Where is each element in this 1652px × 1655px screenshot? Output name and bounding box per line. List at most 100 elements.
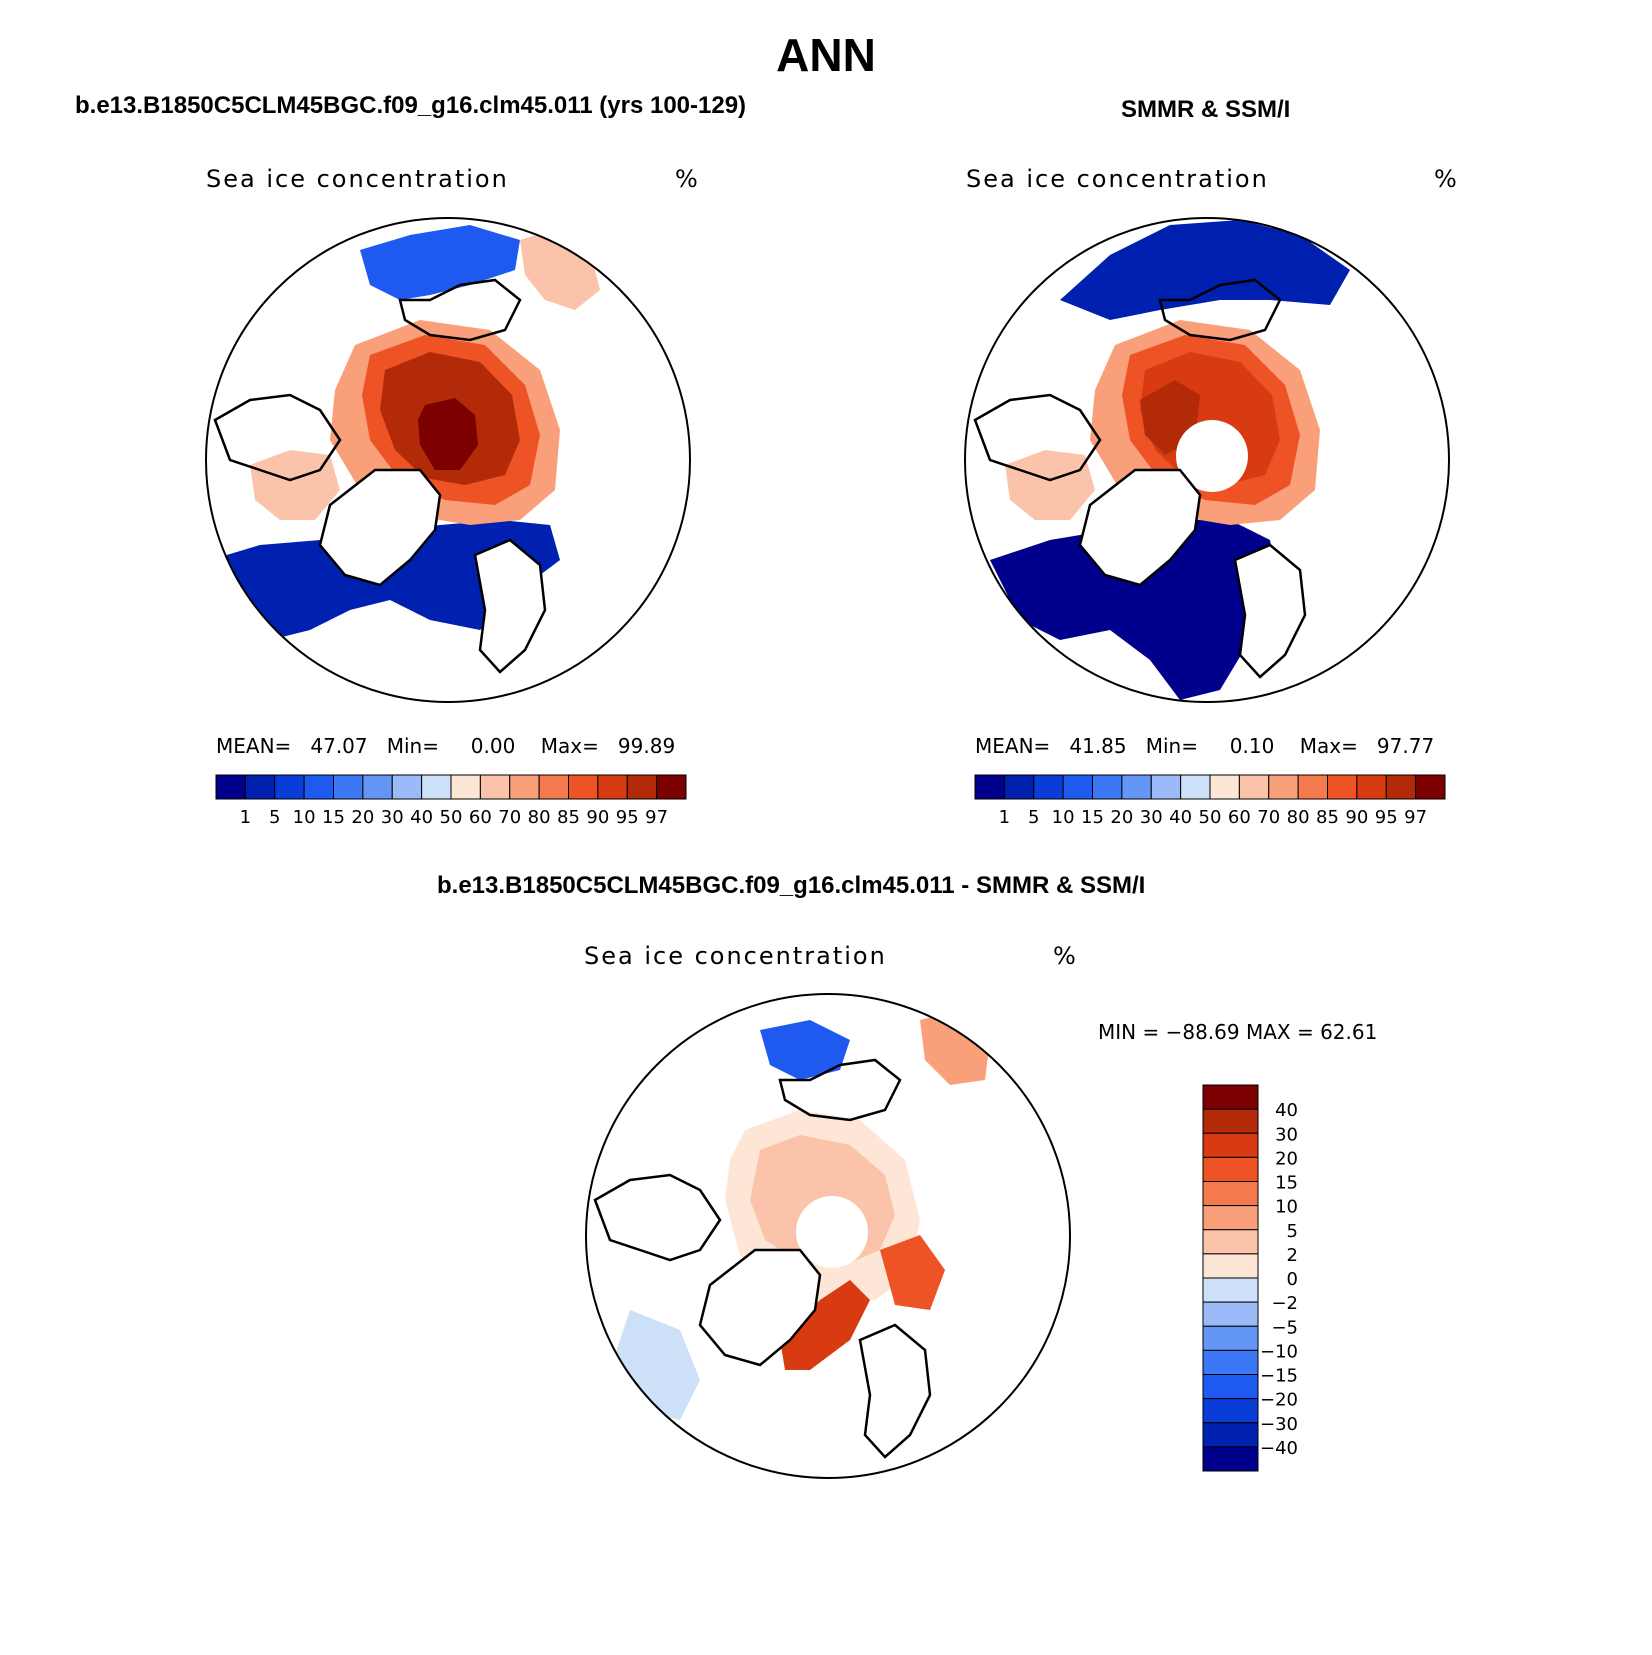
colorbar-label: 15	[1275, 1173, 1298, 1194]
colorbar-label: 40	[410, 807, 433, 828]
colorbar-label: 97	[645, 807, 668, 828]
panel1-colorbar: 1 5 10 15 20 30 40 50 60 70 80 85 90 95 97	[215, 774, 687, 828]
region-bering-okhotsk	[1060, 220, 1350, 320]
colorbar-label: 60	[469, 807, 492, 828]
panel3-minmax: MIN = −88.69 MAX = 62.61	[1098, 1020, 1378, 1044]
region-north-pole-core	[418, 398, 478, 470]
colorbar-swatch	[1202, 1108, 1259, 1134]
colorbar-swatch	[303, 774, 334, 800]
colorbar-swatch	[1062, 774, 1093, 800]
min-label: Min=	[1145, 734, 1198, 758]
colorbar-swatch	[421, 774, 452, 800]
colorbar-label: 85	[557, 807, 580, 828]
colorbar-swatch	[1238, 774, 1270, 800]
panel2-stats: MEAN= 41.85 Min= 0.10 Max= 97.77	[975, 734, 1434, 758]
max-label: Max=	[1299, 734, 1358, 758]
colorbar-swatch	[1268, 774, 1299, 800]
colorbar-label: 50	[1199, 807, 1222, 828]
colorbar-swatch	[274, 774, 305, 800]
colorbar-swatch	[1033, 774, 1064, 800]
region-baffin-labrador	[250, 450, 340, 520]
colorbar-swatch	[1202, 1301, 1259, 1327]
colorbar-swatch	[1202, 1446, 1259, 1472]
map-border	[585, 993, 1071, 1479]
colorbar-swatch	[1202, 1253, 1259, 1279]
colorbar-swatch	[1202, 1205, 1259, 1231]
colorbar-swatch	[1121, 774, 1152, 800]
colorbar-label: 10	[1052, 807, 1075, 828]
region-fram-strait-positive	[780, 1280, 870, 1370]
colorbar-swatch	[215, 774, 246, 800]
greenland-outline	[698, 1248, 822, 1367]
colorbar-label: 10	[1275, 1197, 1298, 1218]
colorbar-label: 2	[1287, 1245, 1298, 1266]
colorbar-swatch	[1356, 774, 1387, 800]
colorbar-swatch	[479, 774, 511, 800]
colorbar-label: 50	[440, 807, 463, 828]
colorbar-label: 30	[1275, 1124, 1298, 1145]
map-border	[964, 217, 1450, 703]
colorbar-label: −10	[1260, 1341, 1298, 1362]
panel1-title: b.e13.B1850C5CLM45BGC.f09_g16.clm45.011 …	[75, 92, 747, 119]
panel3-title: b.e13.B1850C5CLM45BGC.f09_g16.clm45.011 …	[437, 872, 1146, 899]
greenland-outline	[1078, 468, 1202, 587]
colorbar-label: 30	[1140, 807, 1163, 828]
region-pole-hole	[796, 1196, 868, 1268]
colorbar-swatch	[1415, 774, 1446, 800]
min-label: Min=	[386, 734, 439, 758]
greenland-outline	[318, 468, 442, 587]
colorbar-swatch	[391, 774, 423, 800]
colorbar-label: 30	[381, 807, 404, 828]
colorbar-swatch	[1202, 1422, 1259, 1448]
panel2-title: SMMR & SSM/I	[1121, 96, 1291, 123]
colorbar-label: −30	[1260, 1414, 1298, 1435]
colorbar-swatch	[1209, 774, 1240, 800]
colorbar-swatch	[568, 774, 599, 800]
colorbar-label: 5	[1287, 1221, 1298, 1242]
mean-value: 41.85	[1069, 734, 1127, 758]
colorbar-label: 5	[269, 807, 280, 828]
colorbar-label: 20	[351, 807, 374, 828]
panel3-map	[585, 993, 1071, 1479]
scandinavia-outline	[473, 538, 547, 674]
colorbar-label: 70	[498, 807, 521, 828]
panel1-stats: MEAN= 47.07 Min= 0.00 Max= 99.89	[216, 734, 675, 758]
colorbar-label: 97	[1404, 807, 1427, 828]
colorbar-label: 85	[1316, 807, 1339, 828]
colorbar-swatch	[1202, 1084, 1259, 1110]
colorbar-swatch	[1003, 774, 1035, 800]
colorbar-label: −15	[1260, 1366, 1298, 1387]
colorbar-swatch	[538, 774, 569, 800]
colorbar-swatch	[1385, 774, 1417, 800]
max-label: Max=	[540, 734, 599, 758]
colorbar-label: 70	[1257, 807, 1280, 828]
min-value: 0.00	[470, 734, 516, 758]
colorbar-swatch	[597, 774, 628, 800]
mean-value: 47.07	[310, 734, 368, 758]
colorbar-label: 80	[1287, 807, 1310, 828]
scandinavia-outline	[858, 1323, 932, 1459]
colorbar-label: 0	[1287, 1269, 1298, 1290]
panel2-map	[964, 217, 1450, 703]
mean-label: MEAN=	[975, 734, 1051, 758]
colorbar-label: 1	[240, 807, 251, 828]
panel2-variable: Sea ice concentration	[966, 165, 1269, 193]
colorbar-swatch	[1202, 1277, 1259, 1303]
colorbar-swatch	[362, 774, 393, 800]
colorbar-label: 20	[1110, 807, 1133, 828]
canada-coast	[213, 393, 342, 482]
colorbar-label: 90	[586, 807, 609, 828]
colorbar-label: 60	[1228, 807, 1251, 828]
colorbar-swatch	[1327, 774, 1358, 800]
colorbar-swatch	[1202, 1398, 1259, 1424]
colorbar-swatch	[1202, 1156, 1259, 1182]
colorbar-swatch	[656, 774, 687, 800]
region-baffin-bay	[1005, 450, 1095, 520]
colorbar-swatch	[1202, 1132, 1259, 1158]
colorbar-label: 40	[1169, 807, 1192, 828]
colorbar-swatch	[1202, 1374, 1259, 1400]
region-barents-positive	[880, 1235, 945, 1310]
colorbar-label: −5	[1271, 1317, 1298, 1338]
min-value: 0.10	[1229, 734, 1275, 758]
